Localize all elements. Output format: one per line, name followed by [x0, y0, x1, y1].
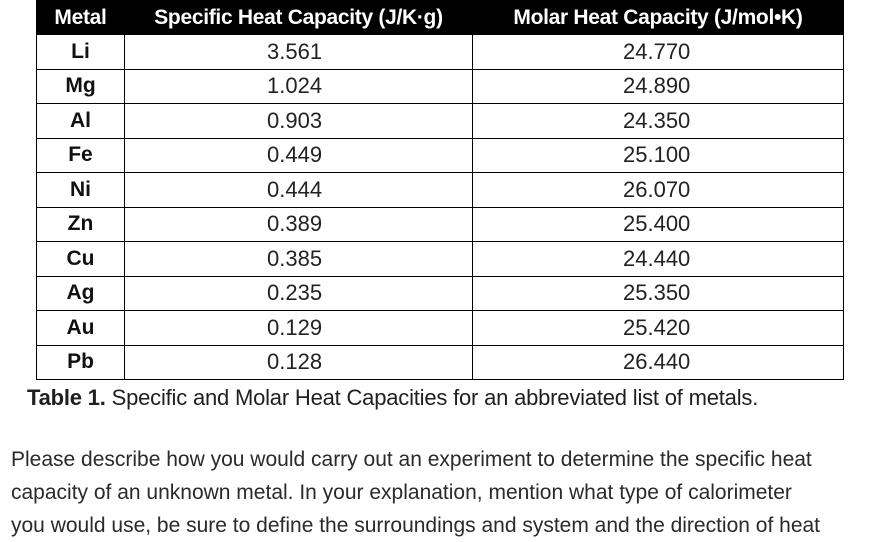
molar-heat-cell: 24.440	[472, 241, 844, 277]
table-row: Ag 0.235 25.350	[36, 275, 844, 311]
table-row: Zn 0.389 25.400	[36, 206, 844, 242]
molar-heat-cell: 24.350	[472, 103, 844, 139]
metal-cell: Cu	[36, 241, 125, 277]
table-row: Cu 0.385 24.440	[36, 241, 844, 277]
molar-heat-cell: 25.420	[472, 310, 844, 346]
specific-heat-cell: 3.561	[124, 34, 473, 70]
table-header: Metal Specific Heat Capacity (J/K·g) Mol…	[36, 0, 844, 35]
molar-heat-cell: 25.400	[472, 206, 844, 242]
metal-cell: Li	[36, 34, 125, 70]
table-body: Li 3.561 24.770 Mg 1.024 24.890 Al 0.903…	[36, 34, 844, 380]
molar-heat-cell: 25.350	[472, 275, 844, 311]
caption-text: Specific and Molar Heat Capacities for a…	[105, 385, 759, 410]
table-row: Al 0.903 24.350	[36, 103, 844, 139]
heat-capacity-table-wrap: Metal Specific Heat Capacity (J/K·g) Mol…	[36, 0, 844, 380]
header-specific-heat: Specific Heat Capacity (J/K·g)	[124, 0, 473, 35]
specific-heat-cell: 0.444	[124, 172, 473, 208]
metal-cell: Fe	[36, 137, 125, 173]
specific-heat-cell: 0.128	[124, 344, 473, 380]
table-row: Ni 0.444 26.070	[36, 172, 844, 208]
specific-heat-cell: 0.129	[124, 310, 473, 346]
table-row: Pb 0.128 26.440	[36, 344, 844, 380]
specific-heat-cell: 0.235	[124, 275, 473, 311]
molar-heat-cell: 26.440	[472, 344, 844, 380]
metal-cell: Al	[36, 103, 125, 139]
header-row: Metal Specific Heat Capacity (J/K·g) Mol…	[36, 0, 844, 35]
molar-heat-cell: 24.890	[472, 68, 844, 104]
table-row: Li 3.561 24.770	[36, 34, 844, 70]
prompt-line: Please describe how you would carry out …	[11, 448, 812, 471]
question-prompt: Please describe how you would carry out …	[11, 443, 871, 542]
metal-cell: Au	[36, 310, 125, 346]
table-row: Au 0.129 25.420	[36, 310, 844, 346]
table-row: Mg 1.024 24.890	[36, 68, 844, 104]
heat-capacity-table: Metal Specific Heat Capacity (J/K·g) Mol…	[36, 0, 844, 380]
table-row: Fe 0.449 25.100	[36, 137, 844, 173]
metal-cell: Pb	[36, 344, 125, 380]
specific-heat-cell: 1.024	[124, 68, 473, 104]
caption-label: Table 1.	[27, 385, 106, 410]
specific-heat-cell: 0.903	[124, 103, 473, 139]
prompt-line: capacity of an unknown metal. In your ex…	[11, 481, 792, 504]
molar-heat-cell: 24.770	[472, 34, 844, 70]
metal-cell: Mg	[36, 68, 125, 104]
specific-heat-cell: 0.389	[124, 206, 473, 242]
table-caption: Table 1. Specific and Molar Heat Capacit…	[27, 385, 758, 411]
molar-heat-cell: 26.070	[472, 172, 844, 208]
metal-cell: Ni	[36, 172, 125, 208]
molar-heat-cell: 25.100	[472, 137, 844, 173]
specific-heat-cell: 0.385	[124, 241, 473, 277]
prompt-line: you would use, be sure to define the sur…	[11, 514, 821, 537]
specific-heat-cell: 0.449	[124, 137, 473, 173]
metal-cell: Ag	[36, 275, 125, 311]
header-metal: Metal	[36, 0, 125, 35]
header-molar-heat: Molar Heat Capacity (J/mol•K)	[472, 0, 844, 35]
metal-cell: Zn	[36, 206, 125, 242]
